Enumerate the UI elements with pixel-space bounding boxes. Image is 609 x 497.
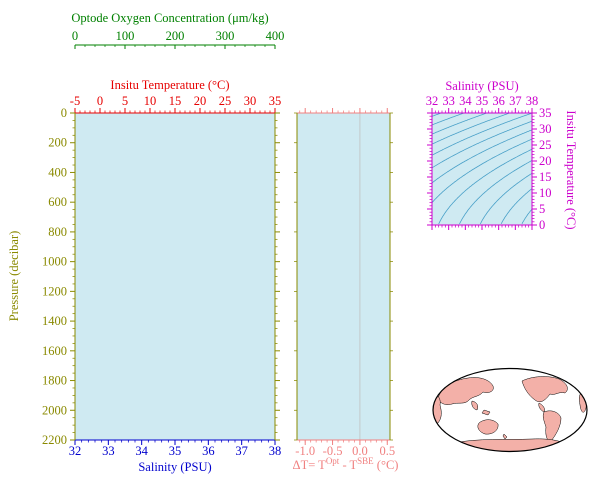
temperature-tick-label: 0 [97, 94, 103, 108]
oxygen-axis: 0 100 200 300 400 [72, 29, 285, 49]
pressure-axis-title: Pressure (decibar) [7, 230, 21, 322]
temperature-tick-label: 30 [244, 94, 257, 108]
oxygen-tick-label: 0 [72, 29, 78, 43]
pressure-tick-label: 2000 [42, 403, 67, 417]
delta-title-part2: - T [339, 458, 358, 472]
ts-temperature-tick-label: 0 [539, 218, 545, 232]
pressure-tick-label: 1600 [42, 344, 67, 358]
pressure-tick-label: 400 [48, 165, 67, 179]
delta-t-tick-label: 0.0 [352, 444, 368, 458]
ts-salinity-tick-label: 33 [442, 94, 455, 108]
ts-salinity-tick-label: 34 [459, 94, 472, 108]
oxygen-axis-title: Optode Oxygen Concentration (μm/kg) [71, 11, 269, 25]
salinity-axis-title: Salinity (PSU) [138, 460, 212, 474]
pressure-tick-label: 0 [61, 106, 67, 120]
temperature-axis-title: Insitu Temperature (°C) [110, 78, 230, 92]
delta-t-tick-label: -0.5 [323, 444, 343, 458]
oxygen-tick-label: 200 [166, 29, 185, 43]
location-map [432, 367, 588, 453]
salinity-tick-label: 34 [135, 444, 148, 458]
salinity-tick-label: 33 [102, 444, 115, 458]
salinity-tick-label: 37 [235, 444, 248, 458]
ts-salinity-tick-label: 37 [509, 94, 522, 108]
temperature-tick-label: 5 [122, 94, 128, 108]
ts-salinity-tick-label: 35 [476, 94, 489, 108]
pressure-tick-label: 200 [48, 136, 67, 150]
world-map-group [432, 367, 588, 453]
oxygen-tick-label: 400 [266, 29, 285, 43]
ts-salinity-tick-label: 32 [426, 94, 439, 108]
pressure-tick-label: 1000 [42, 255, 67, 269]
ts-temperature-tick-label: 20 [539, 154, 552, 168]
ts-salinity-tick-label: 38 [526, 94, 539, 108]
ts-temperature-tick-label: 25 [539, 138, 552, 152]
temperature-tick-label: 20 [194, 94, 207, 108]
ts-temperature-axis-title: Insitu Temperature (°C) [564, 110, 578, 230]
salinity-tick-label: 35 [169, 444, 182, 458]
delta-title-sup-sbe: SBE [357, 455, 374, 466]
ts-salinity-axis-title: Salinity (PSU) [445, 79, 519, 93]
salinity-tick-label: 38 [269, 444, 282, 458]
oxygen-tick-label: 300 [216, 29, 235, 43]
temperature-tick-label: -5 [70, 94, 80, 108]
pressure-tick-label: 1800 [42, 374, 67, 388]
pressure-tick-label: 1200 [42, 284, 67, 298]
delta-title-sup-opt: Opt [325, 455, 340, 466]
oxygen-tick-label: 100 [116, 29, 135, 43]
temperature-tick-label: 15 [169, 94, 182, 108]
pressure-tick-label: 1400 [42, 314, 67, 328]
isopycnal-contours [431, 112, 533, 225]
delta-title-part1: ΔT= T [292, 458, 326, 472]
pressure-tick-label: 800 [48, 225, 67, 239]
temperature-tick-label: 35 [269, 94, 282, 108]
temperature-tick-label: 25 [219, 94, 232, 108]
delta-t-tick-label: 0.5 [379, 444, 395, 458]
delta-t-axis-title: ΔT= TOpt - TSBE (°C) [268, 455, 423, 473]
ts-temperature-tick-label: 10 [539, 186, 552, 200]
delta-t-tick-label: -1.0 [295, 444, 315, 458]
ts-temperature-tick-label: 5 [539, 202, 545, 216]
delta-t-plot: -1.0 -0.5 0.0 0.5 [294, 108, 395, 458]
ts-temperature-tick-label: 30 [539, 122, 552, 136]
ts-salinity-tick-label: 36 [492, 94, 505, 108]
ts-temperature-tick-label: 15 [539, 170, 552, 184]
salinity-tick-label: 36 [202, 444, 215, 458]
delta-title-part3: (°C) [373, 458, 399, 472]
salinity-tick-label: 32 [69, 444, 82, 458]
ts-temperature-tick-label: 35 [539, 106, 552, 120]
temperature-tick-label: 10 [144, 94, 157, 108]
pressure-tick-label: 600 [48, 195, 67, 209]
pressure-tick-label: 2200 [42, 433, 67, 447]
